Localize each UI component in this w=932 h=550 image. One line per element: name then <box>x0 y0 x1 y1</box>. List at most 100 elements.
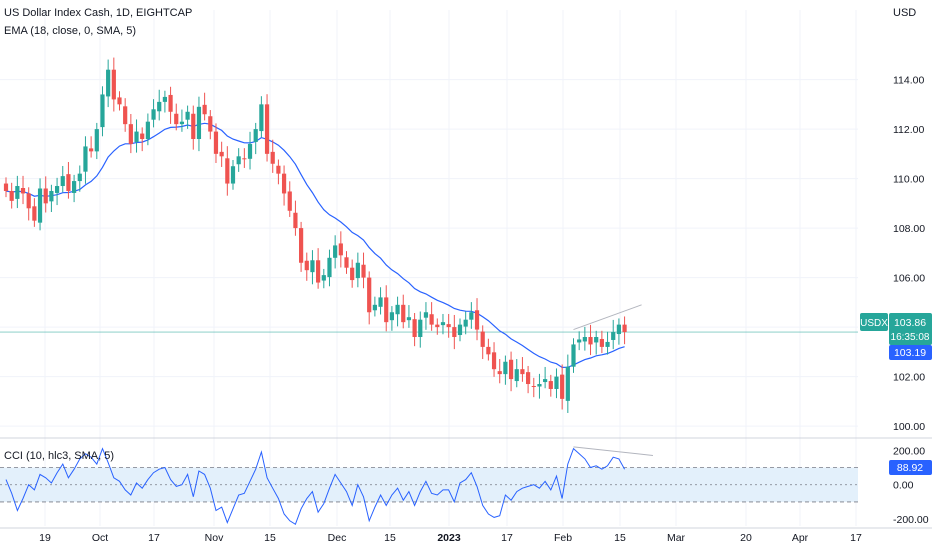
symbol-badge: USDX <box>860 318 888 329</box>
candle-body <box>242 158 247 160</box>
candle-body <box>486 346 491 355</box>
candle-body <box>310 260 315 273</box>
candle-body <box>378 297 383 307</box>
grid-lines <box>0 10 932 529</box>
candle-body <box>77 173 82 182</box>
time-tick-label: Nov <box>205 532 224 544</box>
candle-body <box>469 312 474 320</box>
candle-body <box>622 324 627 333</box>
cci-line <box>5 447 626 526</box>
price-tick-label: 100.00 <box>893 421 925 433</box>
price-axis[interactable]: 114.00112.00110.00108.00106.00104.00102.… <box>893 75 929 527</box>
candle-body <box>429 314 434 325</box>
candle-body <box>412 319 417 337</box>
candle-body <box>514 369 519 382</box>
candle-body <box>162 96 167 102</box>
candle-body <box>418 319 423 337</box>
candle-body <box>440 322 446 326</box>
time-tick-label: 19 <box>39 532 51 544</box>
candle-body <box>151 109 156 120</box>
candle-body <box>395 304 400 315</box>
candle-body <box>26 193 31 209</box>
candle-body <box>446 324 451 328</box>
cci-badge: 88.92 <box>897 462 923 474</box>
candle-body <box>571 344 576 367</box>
candle-body <box>185 111 190 120</box>
candle-body <box>60 176 65 187</box>
candle-body <box>20 188 26 194</box>
time-tick-label: 15 <box>264 532 276 544</box>
candle-body <box>423 312 429 318</box>
candle-body <box>582 337 587 342</box>
last-price-badge-bg <box>889 313 932 345</box>
candle-body <box>3 183 9 191</box>
candle-body <box>117 97 122 105</box>
candle-body <box>49 190 54 202</box>
time-tick-label: Mar <box>667 532 686 544</box>
time-tick-label: 15 <box>614 532 626 544</box>
candle-body <box>145 121 150 139</box>
cci-tick-label: -200.00 <box>893 514 929 526</box>
candle-body <box>106 69 111 97</box>
candle-body <box>219 151 224 157</box>
candle-body <box>389 312 394 321</box>
candle-body <box>372 304 377 311</box>
candle-body <box>196 106 202 139</box>
currency-label: USD <box>893 7 916 19</box>
candle-body <box>605 341 610 347</box>
candle-body <box>520 369 525 375</box>
candle-body <box>32 206 37 221</box>
candle-body <box>480 331 485 347</box>
candle-body <box>111 69 116 100</box>
candle-body <box>565 366 570 401</box>
candle-body <box>338 243 343 256</box>
candle-body <box>83 146 88 172</box>
candle-body <box>508 359 514 380</box>
candle-body <box>287 191 292 211</box>
last-price-badge: 103.86 <box>894 317 926 329</box>
candle-body <box>168 94 173 112</box>
candle-body <box>157 101 162 112</box>
candle-body <box>435 324 440 328</box>
price-tick-label: 102.00 <box>893 372 925 384</box>
candle-body <box>259 104 264 132</box>
candle-body <box>140 133 145 139</box>
candle-body <box>355 262 360 279</box>
candle-body <box>66 174 71 191</box>
candle-body <box>327 257 332 278</box>
price-tick-label: 112.00 <box>893 124 924 136</box>
countdown-badge: 16:35:08 <box>891 332 930 343</box>
candle-body <box>531 386 536 388</box>
candle-body <box>134 131 139 142</box>
ema-layer <box>5 122 625 369</box>
candle-body <box>100 94 105 128</box>
candle-body <box>599 338 604 347</box>
price-tick-label: 108.00 <box>893 223 925 235</box>
candle-body <box>333 245 338 258</box>
cci-tick-label: 0.00 <box>893 480 914 492</box>
candle-body <box>253 129 258 142</box>
candle-body <box>616 324 621 335</box>
candle-body <box>457 324 463 336</box>
candle-body <box>350 267 355 281</box>
candle-body <box>497 371 502 375</box>
ema-badge: 103.19 <box>894 347 926 359</box>
time-tick-label: Apr <box>792 532 809 544</box>
ema-badge-bg <box>889 345 932 360</box>
candle-body <box>526 372 531 385</box>
candle-body <box>264 104 270 154</box>
candle-body <box>304 260 309 271</box>
candle-body <box>72 181 77 193</box>
cci-tick-label: 200.00 <box>893 445 925 457</box>
candle-body <box>321 275 326 281</box>
cci-band <box>0 467 858 502</box>
price-badges: USDX 103.86 16:35:08 103.19 88.92 <box>860 313 932 475</box>
time-axis[interactable]: 19 Oct 17 Nov 15 Dec 15 2023 17 Feb 15 Mar 20 Apr 17 <box>39 532 862 544</box>
candle-body <box>230 166 236 184</box>
price-tick-label: 110.00 <box>893 174 924 186</box>
candle-body <box>179 121 185 125</box>
cci-badge-bg <box>889 460 932 475</box>
candle-body <box>247 143 253 159</box>
candle-body <box>15 186 20 199</box>
